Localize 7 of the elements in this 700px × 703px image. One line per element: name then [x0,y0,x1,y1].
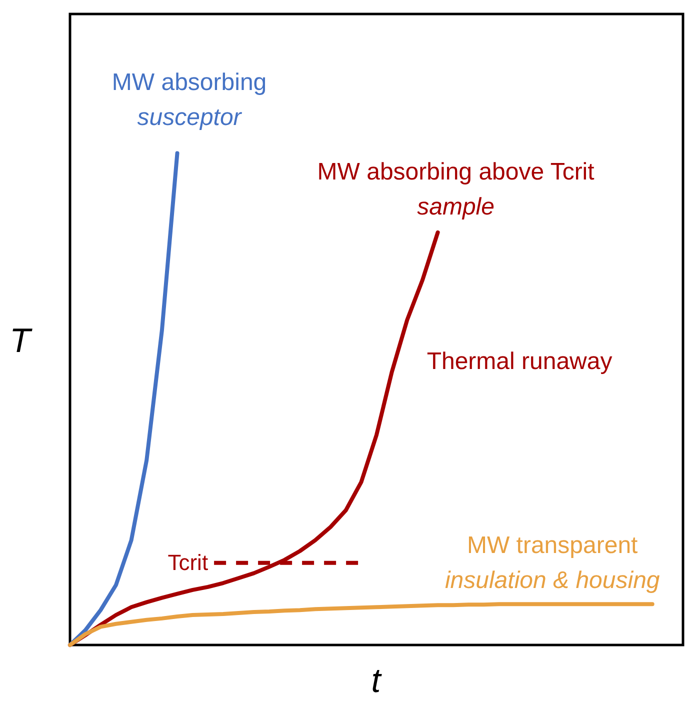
x-axis-title: t [371,662,382,700]
annotation: Thermal runaway [426,348,612,376]
text: MW absorbing susceptor [112,69,267,132]
y-axis-title: T [10,322,33,360]
series-label: MW transparent insulation & housing [444,532,660,594]
ref-line-label: Tcrit [168,550,208,575]
series-label: MW absorbing above Tcrit sample [317,158,595,220]
